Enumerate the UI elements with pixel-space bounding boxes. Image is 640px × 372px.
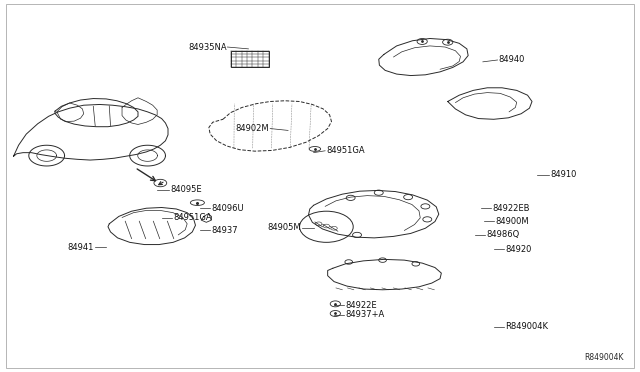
Text: 84900M: 84900M (495, 217, 529, 226)
Text: 84910: 84910 (550, 170, 576, 179)
Text: 84935NA: 84935NA (189, 42, 227, 51)
Text: 84920: 84920 (505, 244, 532, 253)
Text: 84937: 84937 (211, 226, 238, 235)
Text: 84922EB: 84922EB (492, 204, 530, 213)
Text: 84096U: 84096U (211, 204, 244, 213)
Text: 84951GA: 84951GA (173, 213, 212, 222)
Text: 84902M: 84902M (236, 124, 269, 133)
Text: R849004K: R849004K (505, 322, 548, 331)
Text: R849004K: R849004K (584, 353, 623, 362)
Text: 84095E: 84095E (170, 185, 202, 194)
Text: 84986Q: 84986Q (486, 230, 519, 240)
Text: 84905M: 84905M (268, 223, 301, 232)
Text: 84940: 84940 (499, 55, 525, 64)
Text: 84951GA: 84951GA (326, 146, 365, 155)
Bar (230, 51, 269, 67)
Text: 84937+A: 84937+A (346, 311, 385, 320)
Text: 84922E: 84922E (346, 301, 377, 310)
Text: 84941: 84941 (67, 243, 93, 251)
